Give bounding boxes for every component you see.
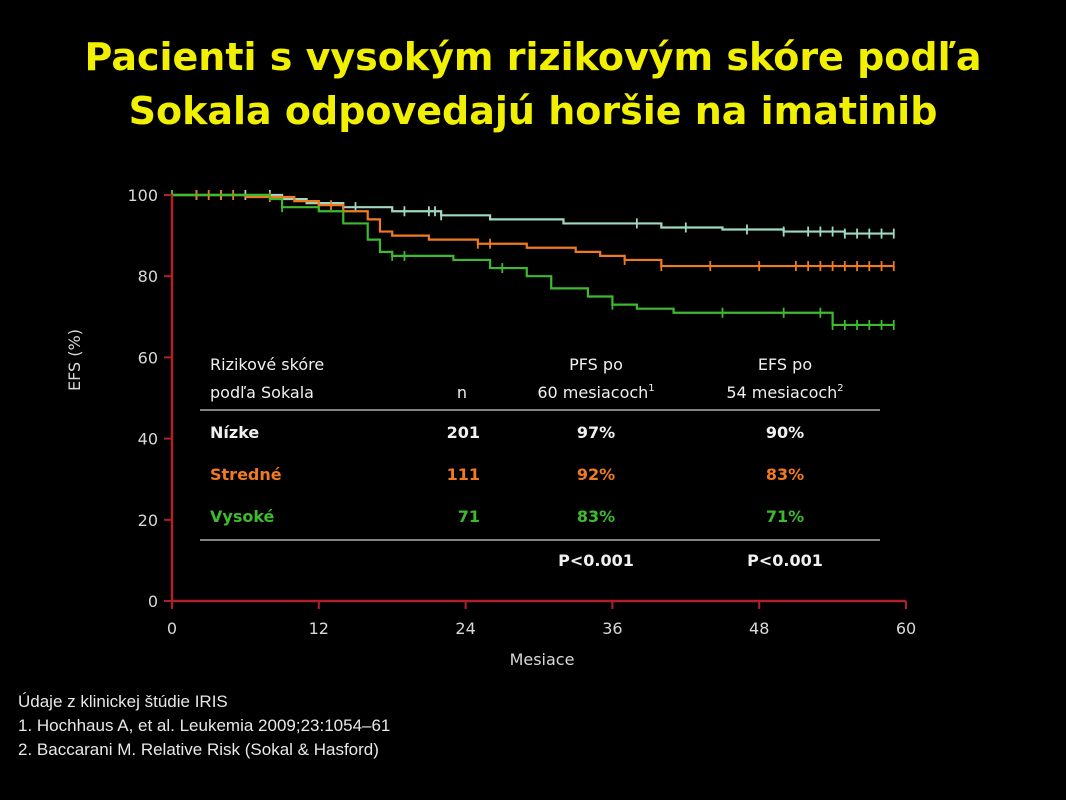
pfs-pvalue: P<0.001	[558, 551, 634, 570]
survival-curves	[171, 190, 895, 330]
row-intermediate-efs: 83%	[766, 465, 804, 484]
y-tick-label: 100	[127, 186, 158, 205]
table-header-efs-line-2: 54 mesiacoch2	[726, 383, 843, 402]
table-header-pfs-text: 60 mesiacoch	[537, 383, 648, 402]
row-high-pfs: 83%	[577, 507, 615, 526]
x-tick-label: 36	[602, 619, 622, 638]
curve-low	[172, 193, 894, 235]
curve-high	[172, 193, 894, 327]
reference-2: 2. Baccarani M. Relative Risk (Sokal & H…	[18, 740, 379, 759]
row-high-label: Vysoké	[210, 507, 275, 526]
row-high-n: 71	[458, 507, 480, 526]
y-tick-label: 20	[138, 511, 158, 530]
table-header-pfs-sup: 1	[648, 383, 654, 394]
reference-1: 1. Hochhaus A, et al. Leukemia 2009;23:1…	[18, 716, 391, 735]
row-low-pfs: 97%	[577, 423, 615, 442]
row-high-efs: 71%	[766, 507, 804, 526]
table-row-low: Nízke 201 97% 90%	[210, 423, 804, 442]
efs-pvalue: P<0.001	[747, 551, 823, 570]
y-axis-title: EFS (%)	[65, 329, 84, 391]
x-axis-title: Mesiace	[510, 650, 575, 669]
table-header-efs-line-1: EFS po	[758, 355, 812, 374]
reference-source: Údaje z klinickej štúdie IRIS	[18, 692, 228, 711]
table-header-risk-line-2: podľa Sokala	[210, 383, 314, 402]
y-tick-label: 80	[138, 267, 158, 286]
x-tick-label: 12	[309, 619, 329, 638]
slide-title-line-2: Sokala odpovedajú horšie na imatinib	[128, 89, 938, 133]
row-low-label: Nízke	[210, 423, 259, 442]
table-header-pfs-line-2: 60 mesiacoch1	[537, 383, 654, 402]
y-tick-label: 40	[138, 430, 158, 449]
table-header-n: n	[457, 383, 467, 402]
y-tick-label: 60	[138, 348, 158, 367]
row-intermediate-pfs: 92%	[577, 465, 615, 484]
table-header-efs-sup: 2	[837, 383, 843, 394]
table-row-intermediate: Stredné 111 92% 83%	[210, 465, 804, 484]
table-row-high: Vysoké 71 83% 71%	[210, 507, 804, 526]
table-header-pfs-line-1: PFS po	[569, 355, 623, 374]
row-intermediate-label: Stredné	[210, 465, 282, 484]
x-tick-label: 24	[455, 619, 475, 638]
row-low-efs: 90%	[766, 423, 804, 442]
x-ticks: 0 12 24 36 48 60	[167, 601, 916, 638]
x-tick-label: 0	[167, 619, 177, 638]
row-low-n: 201	[447, 423, 480, 442]
slide-title: Pacienti s vysokým rizikovým skóre podľa…	[0, 30, 1066, 138]
table-header-efs-text: 54 mesiacoch	[726, 383, 837, 402]
row-intermediate-n: 111	[447, 465, 480, 484]
y-tick-label: 0	[148, 592, 158, 611]
slide-title-line-1: Pacienti s vysokým rizikovým skóre podľa	[84, 35, 982, 79]
y-ticks: 0 20 40 60 80 100	[127, 186, 172, 611]
x-tick-label: 60	[896, 619, 916, 638]
sokal-score-table: Rizikové skóre podľa Sokala n PFS po 60 …	[200, 355, 880, 570]
references: Údaje z klinickej štúdie IRIS 1. Hochhau…	[18, 690, 390, 762]
x-tick-label: 48	[749, 619, 769, 638]
table-header-risk-line-1: Rizikové skóre	[210, 355, 324, 374]
